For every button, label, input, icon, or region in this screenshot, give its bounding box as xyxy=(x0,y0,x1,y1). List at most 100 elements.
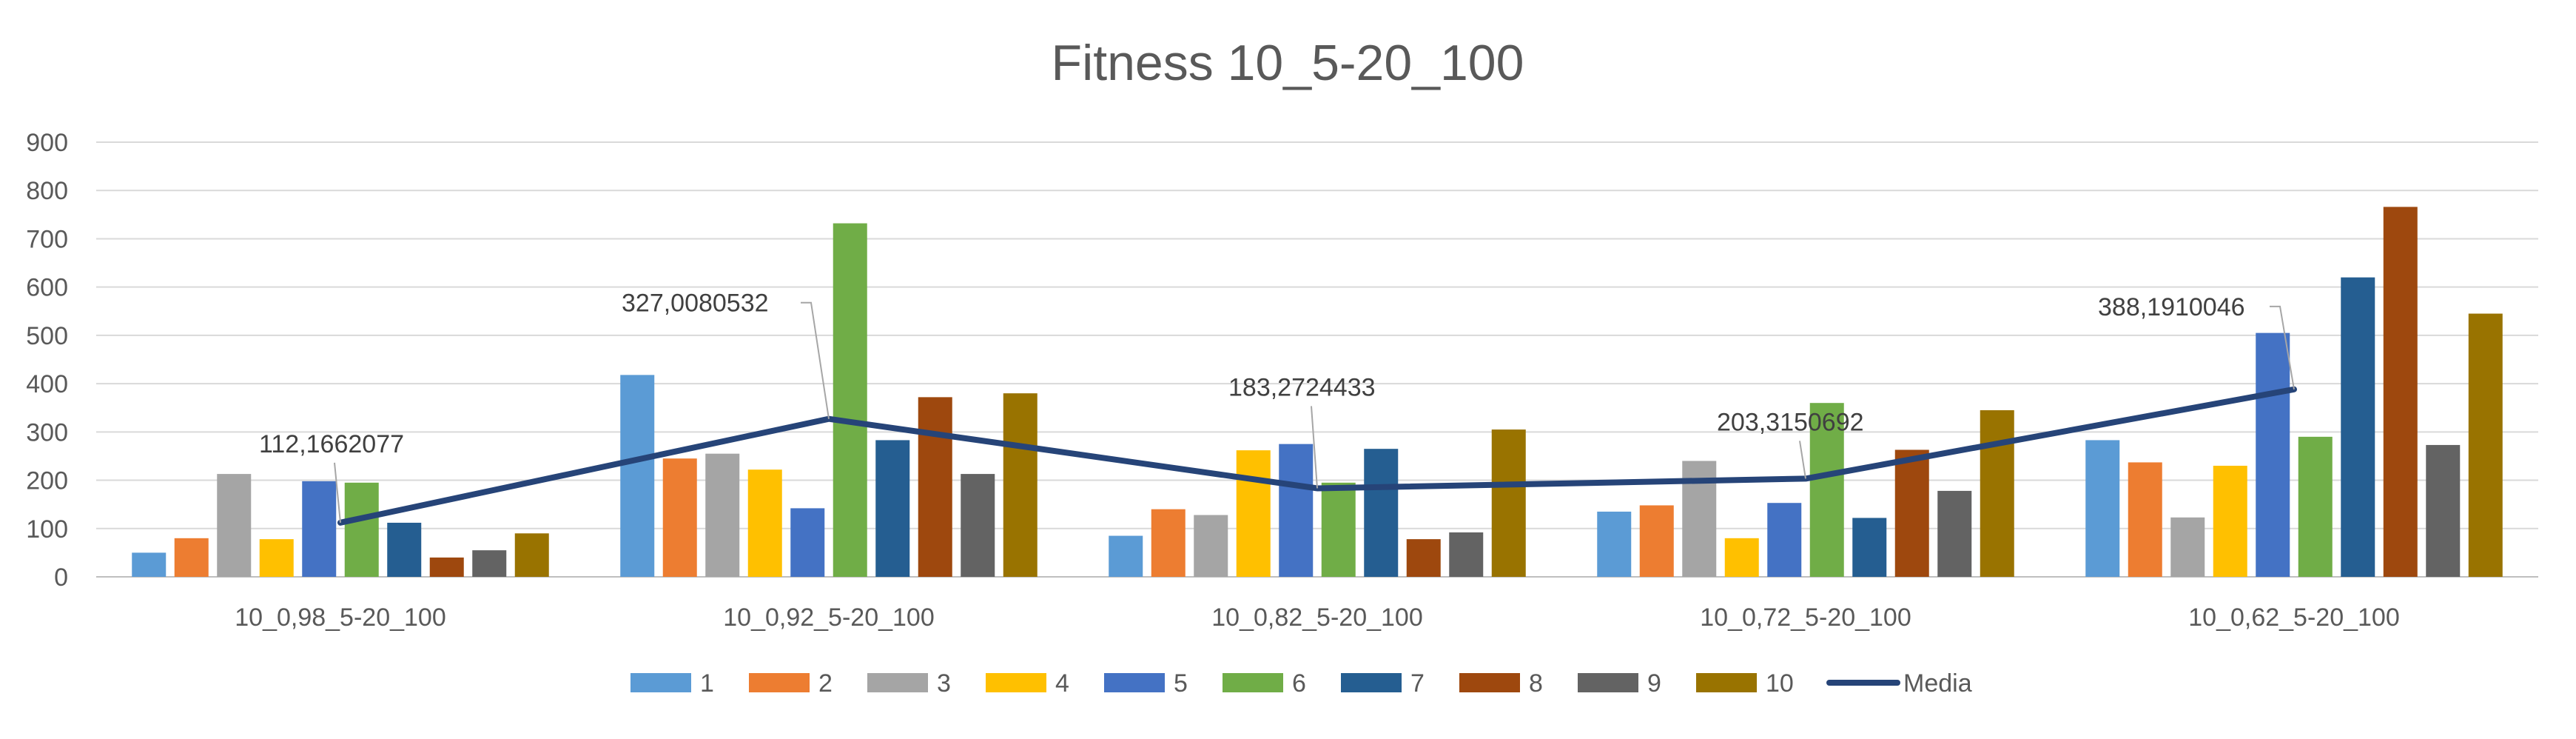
bar-series-4 xyxy=(259,539,294,577)
bar-series-9 xyxy=(1449,532,1484,577)
bar-series-10 xyxy=(1980,409,2014,577)
bar-series-1 xyxy=(1109,535,1143,577)
y-tick-label: 600 xyxy=(26,274,68,302)
x-tick-label: 10_0,92_5-20_100 xyxy=(723,603,935,632)
bar-series-1 xyxy=(2085,440,2120,577)
bar-series-8 xyxy=(429,557,464,577)
chart-title: Fitness 10_5-20_100 xyxy=(1052,35,1524,91)
bar-series-10 xyxy=(1003,393,1038,577)
bar-series-2 xyxy=(662,458,697,577)
bar-series-6 xyxy=(1321,482,1356,577)
y-tick-label: 300 xyxy=(26,418,68,447)
y-tick-label: 400 xyxy=(26,370,68,398)
x-axis-ticks: 10_0,98_5-20_100 10_0,92_5-20_100 10_0,82_… xyxy=(235,603,2400,632)
media-data-labels: 112,1662077 327,0080532 183,2724433 203,315… xyxy=(259,290,2295,523)
legend-swatch xyxy=(1223,673,1283,692)
y-tick-label: 200 xyxy=(26,467,68,495)
leader-line xyxy=(2270,305,2295,389)
bar-series-7 xyxy=(1364,449,1399,577)
legend-label: 10 xyxy=(1766,669,1794,698)
bar-series-7 xyxy=(875,440,910,577)
bar-series-3 xyxy=(217,474,252,577)
bar-series-10 xyxy=(2468,313,2503,577)
bar-series-4 xyxy=(747,469,782,577)
y-tick-label: 0 xyxy=(54,564,68,592)
bar-series-8 xyxy=(1894,449,1929,577)
x-tick-label: 10_0,98_5-20_100 xyxy=(235,603,446,632)
bar-series-9 xyxy=(472,550,507,577)
bar-series-6 xyxy=(1809,403,1844,577)
legend-swatch xyxy=(1459,673,1520,692)
bar-series-9 xyxy=(2426,444,2461,577)
bar-series-5 xyxy=(2256,332,2290,577)
legend-label: 8 xyxy=(1529,669,1543,698)
legend-swatch xyxy=(867,673,928,692)
bar-series-2 xyxy=(1151,509,1186,577)
y-tick-label: 900 xyxy=(26,129,68,157)
bar-series-7 xyxy=(1852,518,1887,577)
bar-series-9 xyxy=(1937,490,1972,577)
y-axis-ticks: 0 100 200 300 400 500 600 700 800 900 xyxy=(26,129,68,592)
legend-swatch xyxy=(986,673,1046,692)
x-tick-label: 10_0,72_5-20_100 xyxy=(1700,603,1911,632)
x-tick-label: 10_0,82_5-20_100 xyxy=(1211,603,1423,632)
legend-label: 4 xyxy=(1055,669,1069,698)
bar-series-9 xyxy=(961,474,995,577)
leader-line xyxy=(1311,406,1318,489)
bar-series-10 xyxy=(1491,429,1526,577)
media-data-label: 203,3150692 xyxy=(1717,408,1864,436)
legend-swatch xyxy=(749,673,810,692)
bar-series-8 xyxy=(2383,207,2418,577)
bar-series-3 xyxy=(2170,517,2205,577)
media-data-label: 183,2724433 xyxy=(1228,373,1376,401)
y-tick-label: 100 xyxy=(26,515,68,544)
legend-label: 9 xyxy=(1647,669,1661,698)
legend-label: 6 xyxy=(1292,669,1306,698)
legend: 1 2 3 4 5 6 7 8 9 10 Media xyxy=(630,669,1972,698)
leader-line xyxy=(801,301,830,419)
bar-series-8 xyxy=(1406,539,1441,577)
bar-series-1 xyxy=(132,552,167,577)
media-data-label: 112,1662077 xyxy=(259,430,404,458)
bar-series-2 xyxy=(2128,462,2162,577)
legend-swatch xyxy=(1341,673,1402,692)
legend-swatch xyxy=(1578,673,1638,692)
bar-series-3 xyxy=(1194,515,1228,577)
y-tick-label: 700 xyxy=(26,225,68,253)
bar-series-6 xyxy=(833,223,867,577)
legend-swatch xyxy=(630,673,691,692)
legend-label: 5 xyxy=(1174,669,1188,698)
legend-label: 7 xyxy=(1410,669,1425,698)
legend-label: 3 xyxy=(937,669,951,698)
bar-series-5 xyxy=(1767,503,1802,577)
bar-series-2 xyxy=(1639,505,1674,577)
legend-label: Media xyxy=(1903,669,1972,698)
bar-series-7 xyxy=(387,522,422,577)
y-tick-label: 500 xyxy=(26,322,68,350)
bar-series-2 xyxy=(174,538,209,577)
legend-swatch xyxy=(1696,673,1757,692)
media-data-label: 327,0080532 xyxy=(622,290,769,318)
y-tick-label: 800 xyxy=(26,177,68,205)
leader-line xyxy=(334,462,341,523)
bar-series-3 xyxy=(705,453,740,577)
legend-label: 1 xyxy=(700,669,714,698)
legend-swatch xyxy=(1104,673,1165,692)
bar-series-5 xyxy=(302,481,337,577)
bar-series-5 xyxy=(1279,444,1314,577)
bar-series-10 xyxy=(514,533,549,577)
legend-label: 2 xyxy=(818,669,833,698)
bar-series-1 xyxy=(1597,511,1632,577)
bar-series-7 xyxy=(2341,277,2375,577)
bars xyxy=(132,207,2503,577)
bar-series-4 xyxy=(2213,465,2247,577)
leader-line xyxy=(1799,441,1806,479)
x-tick-label: 10_0,62_5-20_100 xyxy=(2188,603,2400,632)
bar-series-4 xyxy=(1724,538,1759,577)
bar-series-1 xyxy=(620,375,655,577)
bar-series-5 xyxy=(790,508,825,577)
bar-series-8 xyxy=(918,397,952,577)
bar-series-6 xyxy=(2298,436,2333,577)
